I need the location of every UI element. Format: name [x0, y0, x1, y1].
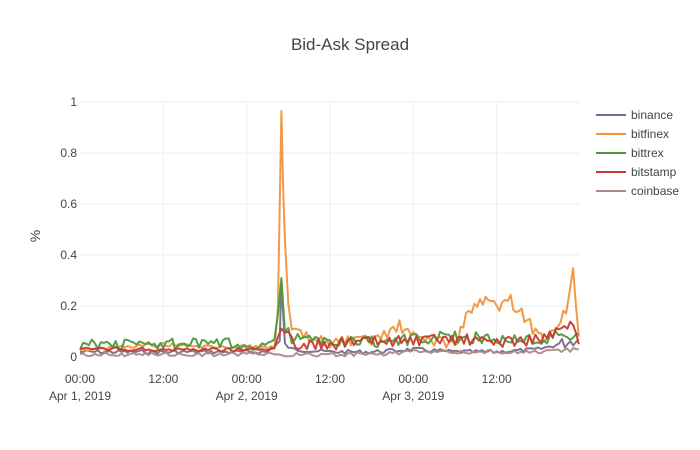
y-tick-label: 0.8 — [60, 146, 77, 160]
y-tick-label: 0.6 — [60, 197, 77, 211]
x-tick-label: 12:00 — [315, 372, 345, 386]
y-tick-label: 0 — [70, 350, 77, 364]
legend[interactable]: binance bitfinex bittrex bitstamp coinbase — [596, 108, 679, 198]
y-tick-label: 0.2 — [60, 299, 77, 313]
x-tick-date-label: Apr 3, 2019 — [382, 389, 444, 403]
legend-label-binance: binance — [631, 108, 673, 122]
y-tick-label: 1 — [70, 95, 77, 109]
x-tick-date-label: Apr 1, 2019 — [49, 389, 111, 403]
series-line-coinbase — [79, 347, 579, 358]
y-axis-label: % — [27, 230, 43, 242]
y-tick-label: 0.4 — [60, 248, 77, 262]
x-tick-label: 00:00 — [65, 372, 95, 386]
legend-item-bitfinex[interactable]: bitfinex — [596, 127, 669, 141]
legend-item-bittrex[interactable]: bittrex — [596, 146, 664, 160]
legend-label-coinbase: coinbase — [631, 184, 679, 198]
x-tick-label: 00:00 — [398, 372, 428, 386]
grid-layer — [80, 101, 580, 357]
legend-item-binance[interactable]: binance — [596, 108, 673, 122]
legend-label-bitfinex: bitfinex — [631, 127, 669, 141]
axes-layer: 0 0.2 0.4 0.6 0.8 1 00:00 Apr 1, 2019 12:00 00:00… — [49, 95, 512, 403]
x-tick-label: 12:00 — [482, 372, 512, 386]
x-tick-label: 00:00 — [232, 372, 262, 386]
series-layer — [79, 110, 580, 358]
x-tick-date-label: Apr 2, 2019 — [216, 389, 278, 403]
legend-item-coinbase[interactable]: coinbase — [596, 184, 679, 198]
chart-title: Bid-Ask Spread — [291, 35, 409, 54]
series-line-bittrex — [79, 277, 579, 352]
series-line-bitfinex — [79, 110, 580, 352]
legend-label-bitstamp: bitstamp — [631, 165, 677, 179]
series-line-bitstamp — [79, 320, 580, 353]
legend-label-bittrex: bittrex — [631, 146, 664, 160]
legend-item-bitstamp[interactable]: bitstamp — [596, 165, 677, 179]
x-tick-label: 12:00 — [148, 372, 178, 386]
